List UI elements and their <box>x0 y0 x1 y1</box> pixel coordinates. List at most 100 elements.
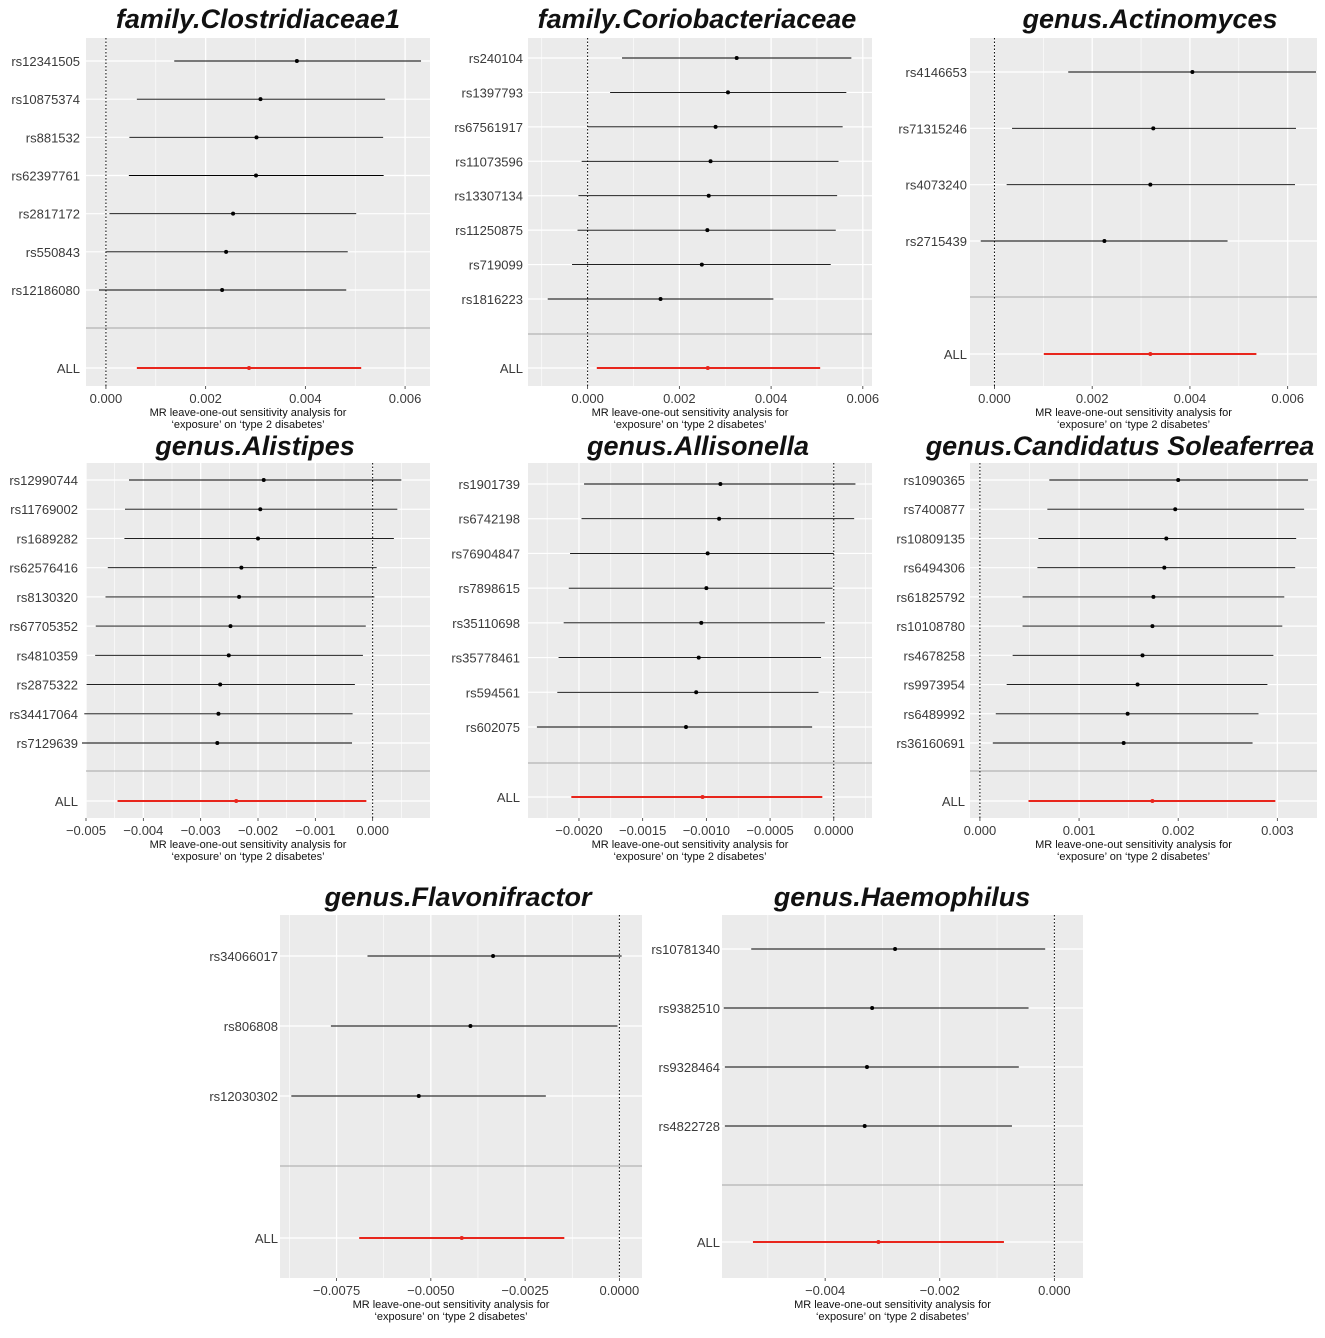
snp-point <box>658 297 663 301</box>
snp-label: rs4073240 <box>906 178 967 193</box>
snp-label: rs62576416 <box>9 561 78 576</box>
forest-panel: rs1090365 rs7400877 rs10809135 rs6494306 rs6… <box>896 431 1317 863</box>
x-axis-label-line2: ‘exposure’ on ‘type 2 disabetes’ <box>171 851 324 863</box>
x-tick-label: −0.002 <box>238 823 278 838</box>
forest-panel: rs4146653 rs71315246 rs4073240 rs2715439 ALL… <box>898 4 1317 431</box>
snp-label: rs12030302 <box>209 1089 278 1104</box>
overall-point <box>705 366 710 370</box>
snp-point <box>864 1065 869 1069</box>
snp-point <box>491 954 496 958</box>
snp-point <box>1162 565 1167 570</box>
x-axis-label-line2: ‘exposure’ on ‘type 2 disabetes’ <box>374 1311 527 1323</box>
snp-point <box>1173 507 1178 512</box>
snp-point <box>216 711 221 716</box>
x-axis-label-line2: ‘exposure’ on ‘type 2 disabetes’ <box>816 1311 969 1323</box>
snp-label: rs1090365 <box>904 473 965 488</box>
panel-background <box>722 915 1083 1278</box>
snp-label: rs10875374 <box>11 92 80 107</box>
x-tick-label: −0.004 <box>805 1283 845 1298</box>
snp-point <box>708 159 713 164</box>
snp-point <box>1164 536 1169 541</box>
snp-point <box>699 620 704 625</box>
snp-label: rs11250875 <box>455 223 523 238</box>
overall-label: ALL <box>497 790 520 805</box>
snp-point <box>215 741 220 745</box>
snp-point <box>416 1094 421 1098</box>
panel-background <box>86 38 430 386</box>
snp-point <box>224 249 229 254</box>
overall-point <box>1148 352 1153 356</box>
snp-label: rs4146653 <box>906 65 967 80</box>
x-tick-label: 0.002 <box>1076 391 1109 406</box>
x-tick-label: 0.000 <box>1038 1283 1071 1298</box>
x-axis-label-line1: MR leave-one-out sensitivity analysis fo… <box>592 839 789 851</box>
snp-point <box>228 624 233 629</box>
snp-point <box>294 59 299 63</box>
snp-point <box>1148 182 1153 187</box>
snp-point <box>893 947 898 951</box>
snp-label: rs6489992 <box>904 707 965 722</box>
snp-label: rs719099 <box>469 258 523 273</box>
snp-point <box>237 594 242 599</box>
snp-label: rs35778461 <box>451 651 520 666</box>
snp-label: rs4822728 <box>659 1119 720 1134</box>
snp-point <box>713 124 718 129</box>
x-tick-label: 0.000 <box>90 391 123 406</box>
overall-label: ALL <box>500 361 523 376</box>
x-tick-label: 0.000 <box>356 823 389 838</box>
snp-point <box>699 262 704 267</box>
snp-label: rs12341505 <box>11 54 80 69</box>
overall-label: ALL <box>255 1231 278 1246</box>
snp-label: rs13307134 <box>454 189 523 204</box>
snp-label: rs2817172 <box>19 207 80 222</box>
overall-point <box>1150 799 1155 803</box>
snp-point <box>1121 741 1126 745</box>
overall-point <box>876 1240 881 1244</box>
snp-label: rs7898615 <box>459 581 520 596</box>
snp-label: rs9328464 <box>659 1060 720 1075</box>
snp-label: rs1397793 <box>462 85 523 100</box>
panel-background <box>970 463 1317 818</box>
x-axis-label-line1: MR leave-one-out sensitivity analysis fo… <box>1035 407 1232 419</box>
x-axis-label-line1: MR leave-one-out sensitivity analysis fo… <box>150 839 347 851</box>
snp-point <box>231 211 236 216</box>
snp-label: rs2875322 <box>17 678 78 693</box>
snp-label: rs4678258 <box>904 648 965 663</box>
snp-point <box>704 586 709 591</box>
snp-point <box>870 1006 875 1010</box>
x-axis-label-line2: ‘exposure’ on ‘type 2 disabetes’ <box>613 419 766 431</box>
x-axis-label-line1: MR leave-one-out sensitivity analysis fo… <box>353 1299 550 1311</box>
snp-label: rs36160691 <box>896 736 965 751</box>
snp-label: rs67561917 <box>454 120 523 135</box>
snp-point <box>254 135 259 140</box>
x-tick-label: 0.006 <box>847 391 880 406</box>
snp-label: rs9973954 <box>904 678 965 693</box>
overall-point <box>234 799 239 803</box>
x-tick-label: 0.003 <box>1261 823 1294 838</box>
snp-label: rs61825792 <box>896 590 965 605</box>
snp-label: rs62397761 <box>11 169 80 184</box>
x-axis-label-line1: MR leave-one-out sensitivity analysis fo… <box>150 407 347 419</box>
snp-label: rs12186080 <box>11 283 80 298</box>
snp-label: rs12990744 <box>9 473 78 488</box>
forest-panel: rs10781340 rs9382510 rs9328464 rs4822728 ALL… <box>651 882 1083 1323</box>
x-tick-label: −0.003 <box>181 823 221 838</box>
snp-point <box>683 725 688 729</box>
snp-label: rs9382510 <box>659 1001 720 1016</box>
snp-label: rs602075 <box>466 720 520 735</box>
x-tick-label: 0.001 <box>1063 823 1096 838</box>
x-tick-label: 0.002 <box>1162 823 1195 838</box>
snp-point <box>717 516 722 521</box>
forest-panel: rs12990744 rs11769002 rs1689282 rs62576416 r… <box>9 431 430 863</box>
snp-point <box>1151 594 1156 599</box>
panel-title: genus.Alistipes <box>154 431 355 461</box>
snp-label: rs6494306 <box>904 561 965 576</box>
x-tick-label: −0.0025 <box>501 1283 548 1298</box>
snp-point <box>1176 478 1181 482</box>
snp-label: rs10108780 <box>896 619 965 634</box>
overall-label: ALL <box>55 794 78 809</box>
snp-label: rs76904847 <box>451 546 520 561</box>
panel-title: family.Clostridiaceae1 <box>116 4 400 34</box>
panel-background <box>528 463 872 818</box>
